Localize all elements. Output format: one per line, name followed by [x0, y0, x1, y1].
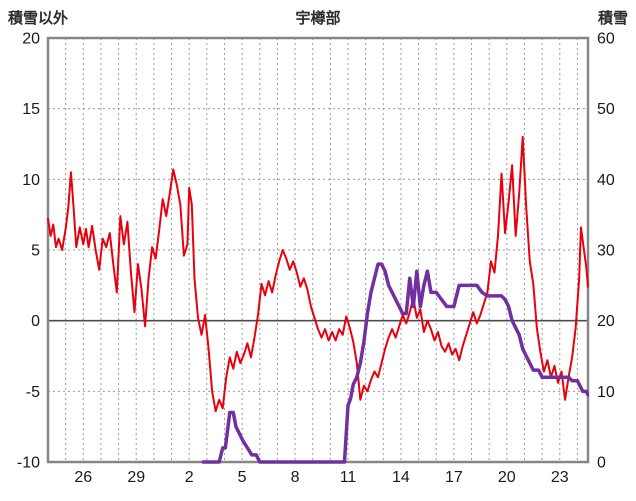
- svg-text:0: 0: [31, 313, 40, 330]
- chart-title: 宇樽部: [295, 10, 341, 27]
- svg-text:29: 29: [127, 469, 145, 486]
- svg-text:8: 8: [291, 469, 300, 486]
- svg-text:2: 2: [185, 469, 194, 486]
- svg-text:17: 17: [445, 469, 463, 486]
- svg-text:60: 60: [597, 31, 615, 48]
- svg-text:50: 50: [597, 101, 615, 118]
- svg-text:-10: -10: [17, 455, 40, 472]
- right-axis-title: 積雪: [597, 10, 628, 27]
- svg-text:11: 11: [340, 469, 357, 486]
- svg-text:10: 10: [597, 384, 615, 401]
- svg-text:5: 5: [238, 469, 247, 486]
- svg-text:-5: -5: [26, 384, 40, 401]
- svg-text:0: 0: [597, 455, 606, 472]
- svg-text:20: 20: [22, 31, 40, 48]
- svg-text:14: 14: [392, 469, 410, 486]
- snow-depth-line: [201, 262, 589, 464]
- left-axis-title: 積雪以外: [8, 10, 69, 27]
- y-axis-left-labels: 20 15 10 5 0 -5 -10: [17, 31, 40, 472]
- horizontal-gridlines: [48, 108, 588, 392]
- svg-text:40: 40: [597, 172, 615, 189]
- svg-text:10: 10: [22, 172, 40, 189]
- svg-text:15: 15: [22, 101, 40, 118]
- y-axis-right-labels: 60 50 40 30 20 10 0: [597, 31, 615, 472]
- svg-text:20: 20: [597, 313, 615, 330]
- svg-text:26: 26: [74, 469, 92, 486]
- svg-text:30: 30: [597, 243, 615, 260]
- temperature-line: [47, 135, 589, 413]
- x-axis-labels: 26 29 2 5 8 11 14 17 20 23: [74, 469, 568, 486]
- svg-text:23: 23: [551, 469, 569, 486]
- svg-text:5: 5: [31, 243, 40, 260]
- svg-text:20: 20: [498, 469, 516, 486]
